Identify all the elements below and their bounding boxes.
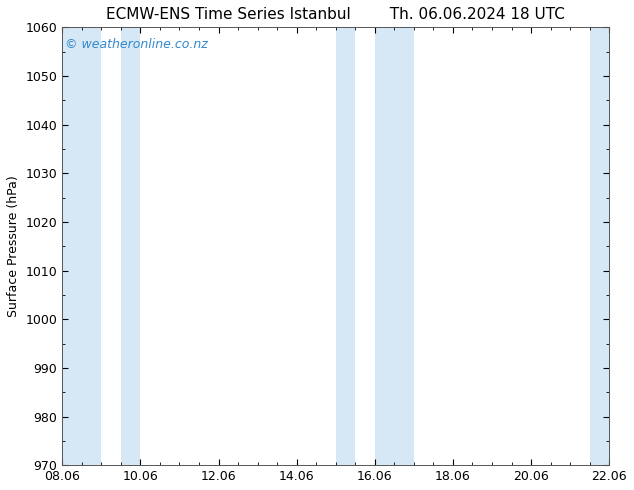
Y-axis label: Surface Pressure (hPa): Surface Pressure (hPa) [7,175,20,317]
Bar [336,27,355,465]
Bar [375,27,414,465]
Bar [121,27,140,465]
Bar [590,27,609,465]
Bar [62,27,101,465]
Title: ECMW-ENS Time Series Istanbul        Th. 06.06.2024 18 UTC: ECMW-ENS Time Series Istanbul Th. 06.06.… [107,7,565,22]
Text: © weatheronline.co.nz: © weatheronline.co.nz [65,38,208,51]
